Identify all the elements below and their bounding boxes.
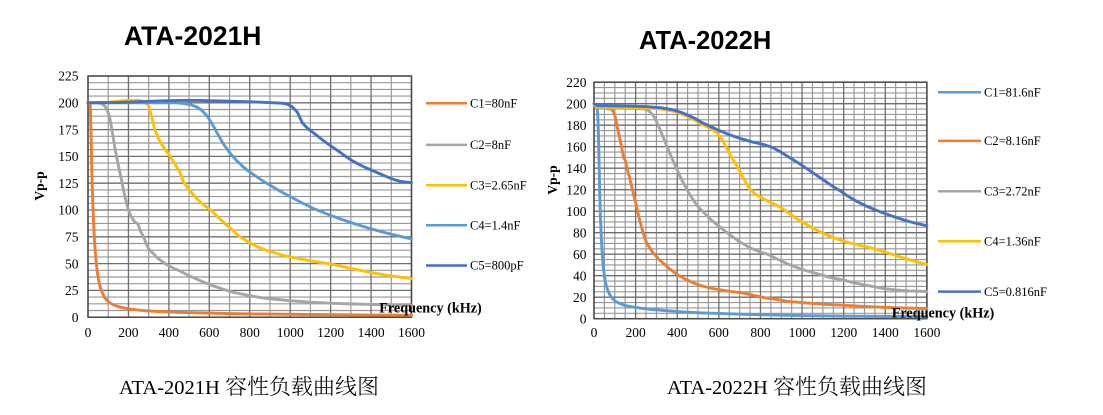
svg-text:220: 220 — [566, 75, 587, 90]
svg-text:1600: 1600 — [913, 325, 940, 340]
svg-text:200: 200 — [58, 96, 79, 111]
svg-text:200: 200 — [118, 325, 139, 340]
svg-text:400: 400 — [667, 325, 688, 340]
svg-text:Vp-p: Vp-p — [545, 165, 560, 194]
svg-text:100: 100 — [58, 203, 79, 218]
svg-text:120: 120 — [566, 182, 587, 197]
svg-text:ATA-2021H: ATA-2021H — [124, 21, 261, 51]
svg-text:80: 80 — [573, 225, 587, 240]
svg-text:1400: 1400 — [872, 325, 899, 340]
svg-text:C4=1.36nF: C4=1.36nF — [984, 234, 1041, 248]
svg-text:20: 20 — [573, 290, 587, 305]
svg-text:C3=2.72nF: C3=2.72nF — [984, 185, 1041, 199]
svg-text:C5=0.816nF: C5=0.816nF — [984, 285, 1047, 299]
svg-text:0: 0 — [591, 325, 598, 340]
svg-text:Frequency (kHz): Frequency (kHz) — [379, 301, 482, 317]
svg-text:800: 800 — [750, 325, 771, 340]
svg-text:C1=81.6nF: C1=81.6nF — [984, 85, 1041, 99]
svg-text:25: 25 — [65, 283, 79, 298]
svg-text:160: 160 — [566, 139, 587, 154]
svg-text:75: 75 — [65, 230, 79, 245]
svg-text:C5=800pF: C5=800pF — [470, 259, 524, 273]
svg-text:180: 180 — [566, 118, 587, 133]
svg-text:1600: 1600 — [398, 325, 425, 340]
svg-text:1000: 1000 — [277, 325, 304, 340]
svg-text:C1=80nF: C1=80nF — [470, 96, 517, 110]
svg-text:600: 600 — [199, 325, 220, 340]
svg-text:0: 0 — [580, 311, 587, 326]
svg-text:100: 100 — [566, 204, 587, 219]
svg-text:40: 40 — [573, 268, 587, 283]
svg-text:1200: 1200 — [830, 325, 857, 340]
svg-text:1000: 1000 — [789, 325, 816, 340]
svg-text:1400: 1400 — [358, 325, 385, 340]
svg-text:400: 400 — [159, 325, 180, 340]
svg-text:600: 600 — [709, 325, 730, 340]
svg-text:150: 150 — [58, 149, 79, 164]
svg-text:0: 0 — [72, 310, 79, 325]
svg-text:200: 200 — [566, 96, 587, 111]
svg-text:125: 125 — [58, 176, 79, 191]
svg-text:1200: 1200 — [317, 325, 344, 340]
svg-text:ATA-2022H: ATA-2022H — [639, 27, 771, 55]
svg-text:225: 225 — [58, 69, 79, 84]
svg-text:C2=8.16nF: C2=8.16nF — [984, 134, 1041, 148]
svg-text:C4=1.4nF: C4=1.4nF — [470, 218, 521, 232]
svg-text:ATA-2022H: ATA-2022H — [667, 377, 768, 399]
svg-text:ATA-2021H: ATA-2021H — [119, 377, 220, 399]
svg-text:50: 50 — [65, 256, 79, 271]
svg-text:200: 200 — [625, 325, 646, 340]
svg-text:0: 0 — [85, 325, 92, 340]
svg-text:Frequency (kHz): Frequency (kHz) — [892, 305, 995, 321]
svg-text:C2=8nF: C2=8nF — [470, 138, 511, 152]
svg-text:Vp-p: Vp-p — [32, 171, 47, 200]
svg-text:140: 140 — [566, 161, 587, 176]
svg-text:175: 175 — [58, 122, 79, 137]
svg-text:C3=2.65nF: C3=2.65nF — [470, 178, 527, 192]
svg-text:800: 800 — [240, 325, 261, 340]
svg-text:60: 60 — [573, 247, 587, 262]
